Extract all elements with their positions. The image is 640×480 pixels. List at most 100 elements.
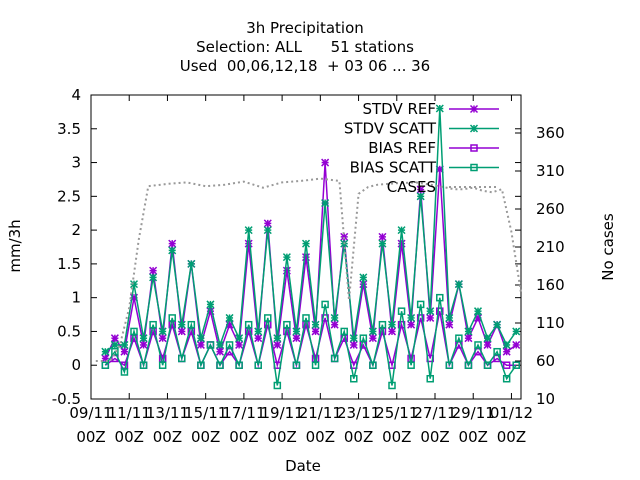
- data-point: [493, 347, 501, 356]
- x-tick-label-date: 15/11: [184, 404, 227, 422]
- y-tick-label: -0.5: [52, 390, 81, 408]
- y-axis-label: mm/3h: [6, 219, 24, 272]
- data-point: [283, 320, 291, 329]
- data-point-stroke: [387, 320, 397, 329]
- data-point: [149, 273, 158, 282]
- x-tick-label-date: 25/11: [375, 404, 418, 422]
- y2-axis-label: No cases: [599, 213, 617, 281]
- data-point-stroke: [469, 104, 479, 114]
- data-point-stroke: [196, 334, 205, 343]
- data-point-stroke: [292, 334, 301, 343]
- data-point: [273, 381, 282, 390]
- data-point: [263, 226, 272, 235]
- y2-tick-label: 160: [536, 276, 565, 294]
- data-point: [282, 253, 291, 262]
- data-point-stroke: [483, 334, 492, 343]
- data-point: [177, 327, 186, 336]
- data-point-stroke: [349, 340, 358, 349]
- data-point-stroke: [407, 320, 416, 329]
- data-point-stroke: [493, 320, 502, 329]
- y-tick-label: 1: [71, 289, 81, 307]
- data-point-stroke: [263, 219, 272, 228]
- data-point: [168, 320, 176, 329]
- legend-label: STDV REF: [362, 100, 436, 118]
- data-point-stroke: [359, 273, 368, 282]
- y2-tick-label: 260: [536, 200, 565, 218]
- data-point-stroke: [368, 327, 377, 336]
- data-point: [177, 320, 186, 329]
- data-point-stroke: [206, 300, 215, 309]
- data-point: [139, 361, 148, 369]
- data-point-stroke: [473, 307, 483, 316]
- data-point: [273, 334, 282, 343]
- data-point-stroke: [512, 340, 521, 349]
- data-point: [158, 361, 167, 369]
- data-point: [302, 320, 310, 329]
- data-point: [311, 320, 320, 329]
- data-point: [483, 361, 492, 369]
- data-point: [139, 340, 148, 349]
- data-point: [435, 104, 444, 113]
- data-point-stroke: [464, 327, 473, 336]
- data-point: [321, 300, 329, 309]
- data-point-stroke: [330, 320, 339, 329]
- data-point: [483, 340, 492, 349]
- data-point: [426, 374, 434, 383]
- data-point-stroke: [101, 354, 110, 363]
- data-point-stroke: [110, 340, 119, 349]
- y-tick-label: 1.5: [57, 255, 81, 273]
- data-point: [321, 199, 330, 208]
- data-point: [158, 354, 167, 363]
- data-point: [359, 273, 368, 282]
- data-point-stroke: [215, 347, 225, 356]
- data-point: [244, 239, 253, 248]
- series-stdv-scatt: [101, 104, 521, 356]
- data-point-stroke: [378, 239, 387, 248]
- data-point: [254, 334, 263, 343]
- x-tick-label-hour: 00Z: [497, 428, 526, 446]
- data-point: [464, 361, 473, 369]
- x-axis-label: Date: [285, 457, 321, 475]
- chart-title-line-3: Used 00,06,12,18 + 03 06 ... 36: [180, 57, 430, 75]
- data-point-stroke: [416, 185, 425, 194]
- data-point: [474, 341, 482, 349]
- data-point-stroke: [177, 327, 186, 336]
- data-point-stroke: [158, 327, 167, 336]
- data-point: [111, 347, 119, 356]
- data-point: [225, 313, 234, 322]
- data-point: [407, 361, 415, 369]
- data-point: [359, 334, 368, 342]
- data-point: [368, 334, 377, 343]
- x-axis-ticks: 09/1100Z11/1100Z13/1100Z15/1100Z17/1100Z…: [69, 95, 533, 446]
- data-point-stroke: [340, 232, 349, 241]
- data-point: [426, 313, 435, 322]
- data-point-stroke: [235, 334, 244, 343]
- data-point-stroke: [426, 313, 435, 322]
- data-point: [292, 361, 301, 369]
- x-tick-label-date: 13/11: [146, 404, 189, 422]
- data-point-stroke: [469, 124, 479, 133]
- data-point: [340, 327, 348, 336]
- data-point: [158, 327, 167, 336]
- series-line-stdv-ref: [104, 162, 517, 359]
- data-point: [120, 368, 129, 376]
- data-point: [168, 246, 177, 255]
- x-tick-label-date: 17/11: [222, 404, 265, 422]
- data-point: [397, 226, 406, 235]
- data-point: [292, 327, 301, 336]
- data-point: [330, 320, 339, 329]
- series-bias-scatt: [101, 293, 520, 390]
- data-point: [445, 361, 454, 369]
- x-tick-label-date: 27/11: [413, 404, 456, 422]
- y2-tick-label: 360: [536, 124, 565, 142]
- data-point: [464, 327, 473, 336]
- data-point: [464, 334, 473, 343]
- data-point-stroke: [330, 313, 339, 322]
- data-point-stroke: [311, 320, 320, 329]
- data-point: [178, 354, 186, 363]
- data-point: [235, 334, 244, 343]
- data-point-stroke: [502, 347, 511, 356]
- data-point: [311, 361, 320, 369]
- x-tick-label-date: 09/11: [69, 404, 112, 422]
